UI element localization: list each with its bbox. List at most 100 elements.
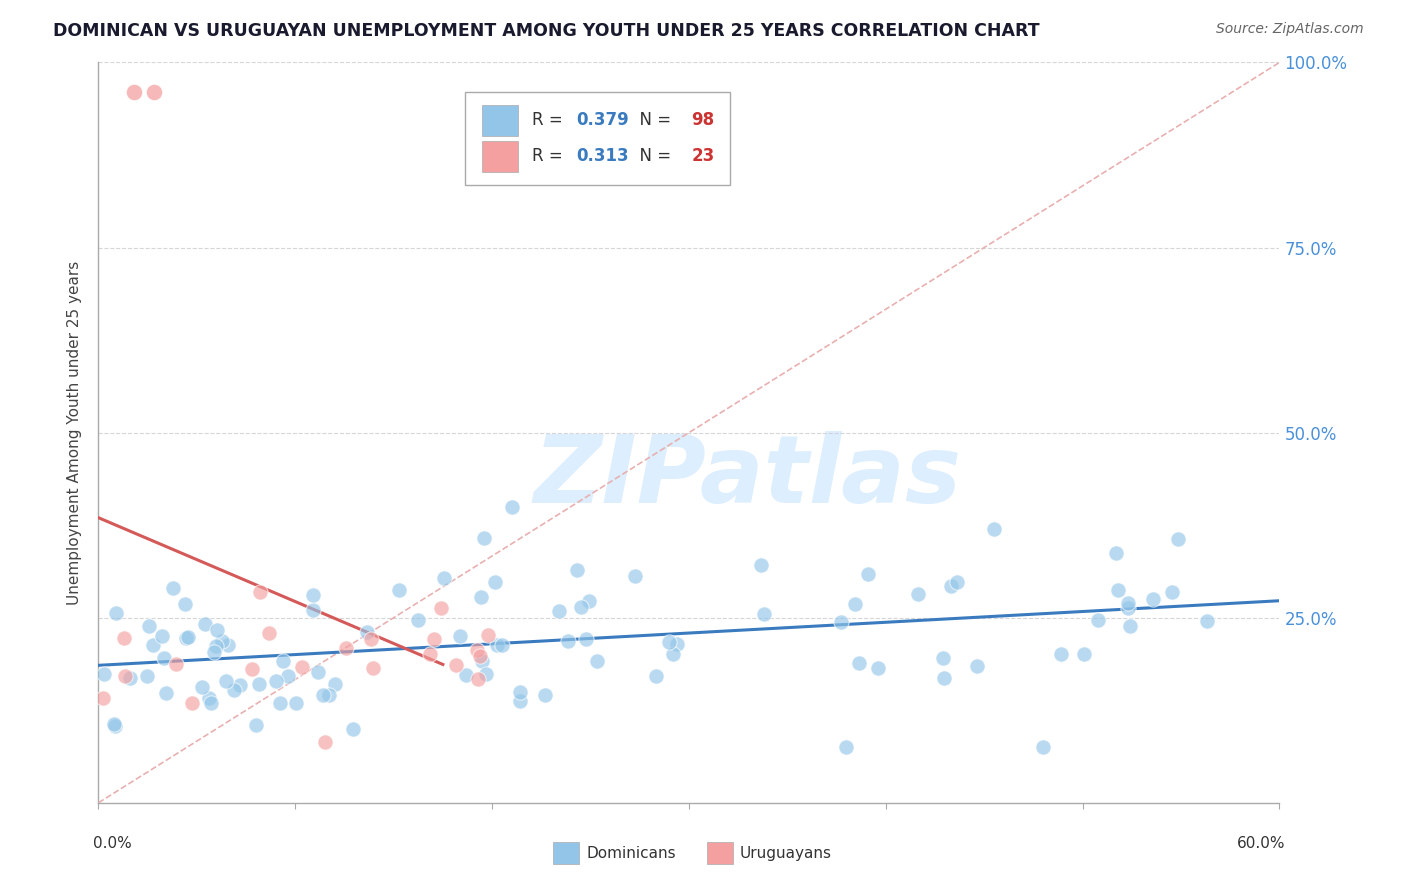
Point (1142, 591, 1164, 606)
Point (624, 569, 647, 583)
Point (165, 657, 187, 671)
Point (150, 628, 173, 642)
Point (176, 631, 198, 645)
Point (1105, 546, 1128, 560)
Point (335, 640, 357, 655)
Point (360, 632, 382, 647)
Point (259, 625, 281, 640)
Point (470, 649, 492, 664)
Text: 60.0%: 60.0% (1237, 836, 1285, 851)
Point (419, 647, 441, 661)
Point (112, 632, 135, 646)
Point (754, 607, 776, 621)
Point (103, 717, 125, 731)
Point (868, 661, 890, 675)
Point (242, 662, 264, 676)
Point (194, 617, 217, 632)
Point (138, 619, 160, 633)
Point (1160, 585, 1182, 599)
Point (142, 85, 165, 99)
Point (474, 666, 496, 681)
Text: N =: N = (628, 147, 676, 165)
Text: 0.0%: 0.0% (93, 836, 131, 851)
Point (1195, 615, 1218, 629)
Point (509, 684, 531, 698)
Y-axis label: Unemployment Among Youth under 25 years: Unemployment Among Youth under 25 years (67, 260, 83, 605)
Point (285, 696, 308, 710)
Point (477, 628, 499, 642)
Point (467, 642, 489, 657)
Text: 23: 23 (692, 147, 714, 165)
Point (307, 665, 329, 680)
Text: N =: N = (628, 112, 676, 129)
Point (247, 677, 270, 691)
Text: 0.313: 0.313 (576, 147, 630, 165)
Point (229, 678, 252, 692)
Point (470, 590, 492, 604)
Point (302, 588, 325, 602)
Point (173, 597, 195, 611)
Point (932, 671, 955, 685)
Point (1073, 648, 1095, 662)
FancyBboxPatch shape (482, 104, 517, 136)
Point (277, 669, 299, 683)
Point (1119, 618, 1142, 632)
Point (152, 651, 174, 665)
Text: Dominicans: Dominicans (586, 846, 676, 861)
Point (945, 574, 967, 589)
Point (472, 531, 495, 545)
Point (749, 558, 772, 572)
Point (658, 635, 681, 649)
Point (318, 688, 340, 702)
Point (104, 719, 127, 733)
Point (312, 689, 335, 703)
Point (644, 669, 666, 683)
Point (830, 615, 852, 630)
Point (406, 613, 429, 627)
Point (983, 522, 1005, 536)
Point (245, 718, 267, 732)
Point (269, 696, 291, 710)
Point (177, 630, 200, 644)
Point (356, 624, 378, 639)
Point (575, 632, 598, 646)
Point (114, 669, 136, 683)
Point (491, 638, 513, 652)
Point (291, 660, 314, 674)
Text: 98: 98 (692, 112, 714, 129)
Point (430, 601, 453, 615)
Point (662, 647, 685, 661)
Point (91, 690, 114, 705)
Point (467, 673, 489, 687)
Point (1087, 613, 1109, 627)
Point (135, 668, 157, 682)
Point (271, 654, 294, 668)
Point (211, 633, 233, 648)
Text: R =: R = (531, 147, 568, 165)
Point (1050, 648, 1073, 662)
Point (848, 656, 870, 670)
Point (433, 571, 456, 585)
Point (387, 583, 409, 598)
Point (205, 639, 228, 653)
Point (162, 581, 184, 595)
Point (449, 629, 471, 643)
Point (302, 603, 325, 617)
Point (198, 691, 221, 706)
Point (501, 500, 523, 514)
FancyBboxPatch shape (553, 842, 579, 864)
Point (118, 671, 141, 685)
Point (565, 563, 588, 577)
Point (205, 624, 228, 638)
Point (856, 566, 879, 581)
Text: 0.379: 0.379 (576, 112, 630, 129)
Point (222, 682, 245, 697)
Point (180, 696, 202, 710)
Point (142, 638, 165, 652)
Point (966, 659, 988, 673)
Point (200, 696, 222, 710)
Point (665, 637, 688, 651)
Point (586, 654, 609, 668)
Point (533, 689, 555, 703)
Point (202, 645, 225, 659)
